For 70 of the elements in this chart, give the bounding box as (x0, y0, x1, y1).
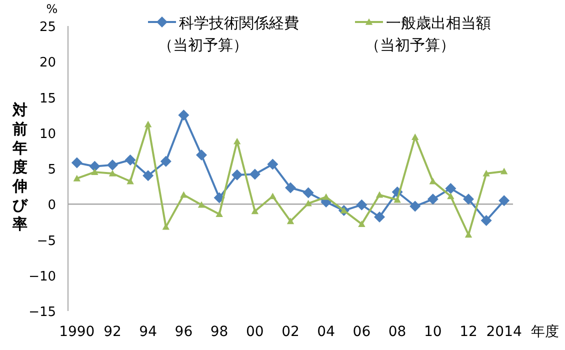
x-tick-label: 98 (210, 324, 228, 340)
x-tick-label: 12 (460, 324, 478, 340)
y-tick-label: −5 (36, 234, 56, 249)
point (267, 158, 278, 170)
point (358, 220, 366, 227)
point (232, 169, 243, 180)
point (249, 168, 260, 180)
point (198, 201, 206, 208)
x-tick-label: 10 (424, 324, 442, 340)
x-tick-label: 08 (388, 324, 406, 340)
x-tick-label: 2014 (486, 324, 522, 340)
point (142, 170, 154, 182)
x-tick-label: 04 (317, 324, 336, 340)
point (144, 120, 152, 128)
point (480, 215, 492, 226)
point (304, 200, 312, 206)
x-tick-label: 00 (246, 324, 264, 340)
point (178, 110, 190, 121)
y-tick-label: 0 (48, 198, 56, 214)
y-tick-label: 20 (39, 56, 56, 71)
y-tick-label: 25 (39, 20, 56, 35)
point (412, 134, 419, 140)
point (410, 200, 421, 212)
point (108, 170, 116, 176)
point (447, 192, 454, 200)
point (91, 168, 98, 175)
point (251, 208, 258, 214)
point (71, 157, 82, 168)
point (463, 194, 474, 205)
x-tick-label: 06 (352, 324, 371, 340)
point (376, 191, 384, 198)
y-tick-label: −15 (28, 305, 56, 320)
point (196, 149, 207, 160)
point (89, 160, 100, 172)
point (464, 231, 472, 238)
point (374, 211, 385, 222)
y-tick-label: 10 (39, 126, 56, 142)
point (234, 138, 241, 144)
point (126, 178, 134, 184)
x-tick-label: 92 (104, 324, 122, 340)
point (73, 174, 80, 182)
point (286, 218, 294, 224)
point (482, 170, 490, 176)
point (269, 192, 276, 200)
point (322, 193, 330, 200)
point (498, 195, 510, 206)
point (356, 199, 368, 210)
y-tick-label: 5 (48, 162, 56, 178)
text: % (46, 2, 58, 16)
point (180, 191, 188, 198)
x-axis-title: 年度 (531, 324, 559, 340)
y-tick-label: 15 (39, 91, 56, 106)
point (429, 178, 436, 184)
point (107, 159, 118, 170)
point (216, 210, 223, 217)
point (160, 156, 172, 167)
point (500, 168, 508, 174)
x-tick-label: 1990 (59, 324, 95, 340)
point (162, 223, 170, 230)
x-tick-label: 96 (174, 324, 193, 340)
point (427, 194, 438, 205)
x-tick-label: 94 (139, 324, 158, 340)
x-tick-label: 02 (282, 324, 300, 340)
point (394, 196, 401, 203)
point (445, 182, 456, 194)
y-axis-title: 対前年度伸び率 (12, 101, 28, 233)
point (124, 154, 136, 166)
point (302, 187, 314, 198)
point (285, 182, 296, 194)
y-tick-label: −10 (28, 269, 56, 284)
